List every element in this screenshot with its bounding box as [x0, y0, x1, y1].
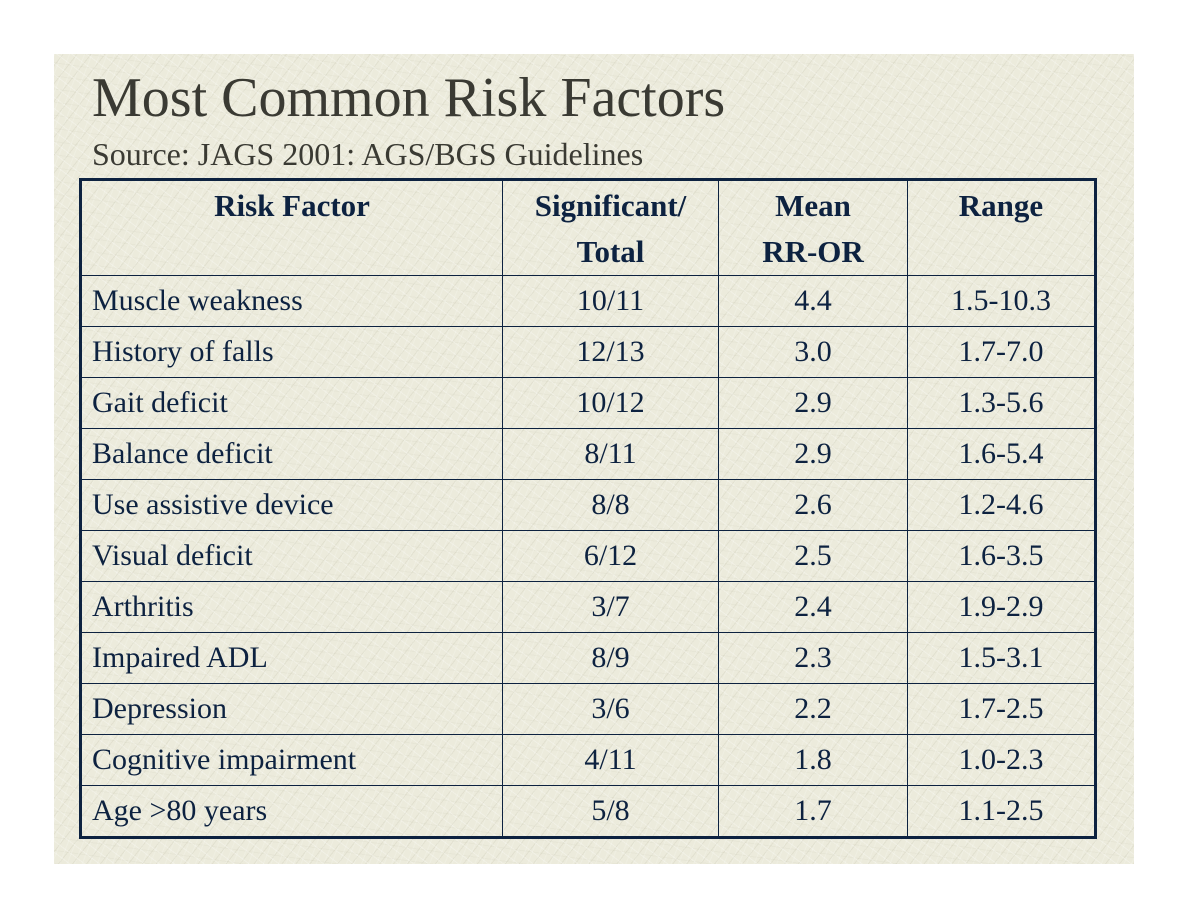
cell-risk-factor: Use assistive device	[80, 479, 503, 531]
cell-risk-factor: Cognitive impairment	[80, 734, 503, 786]
table-row: Visual deficit 6/12 2.5 1.6-3.5	[80, 530, 1096, 582]
table-row: Impaired ADL 8/9 2.3 1.5-3.1	[80, 632, 1096, 684]
cell-risk-factor: Muscle weakness	[80, 275, 503, 327]
cell-risk-factor: Impaired ADL	[80, 632, 503, 684]
cell-significant: 5/8	[502, 785, 719, 838]
cell-mean: 2.9	[718, 428, 908, 480]
cell-mean: 3.0	[718, 326, 908, 378]
cell-significant: 6/12	[502, 530, 719, 582]
header-mean-line1: Mean	[775, 188, 851, 223]
cell-risk-factor: History of falls	[80, 326, 503, 378]
cell-range: 1.5-10.3	[907, 275, 1096, 327]
table-row: Gait deficit 10/12 2.9 1.3-5.6	[80, 377, 1096, 429]
cell-significant: 3/7	[502, 581, 719, 633]
cell-significant: 8/8	[502, 479, 719, 531]
cell-range: 1.1-2.5	[907, 785, 1096, 838]
cell-range: 1.5-3.1	[907, 632, 1096, 684]
header-range-label: Range	[958, 188, 1044, 223]
cell-range: 1.7-7.0	[907, 326, 1096, 378]
cell-mean: 1.7	[718, 785, 908, 838]
cell-range: 1.3-5.6	[907, 377, 1096, 429]
cell-mean: 2.4	[718, 581, 908, 633]
header-risk-factor: Risk Factor	[80, 179, 503, 276]
slide-title: Most Common Risk Factors	[92, 67, 726, 129]
risk-factor-table: Risk Factor Significant/ Total Mean RR-O…	[79, 178, 1097, 839]
cell-risk-factor: Depression	[80, 683, 503, 735]
cell-risk-factor: Balance deficit	[80, 428, 503, 480]
slide: Most Common Risk Factors Source: JAGS 20…	[54, 54, 1134, 864]
header-mean-rr-or: Mean RR-OR	[718, 179, 908, 276]
cell-range: 1.6-3.5	[907, 530, 1096, 582]
table-row: Arthritis 3/7 2.4 1.9-2.9	[80, 581, 1096, 633]
cell-mean: 2.3	[718, 632, 908, 684]
cell-risk-factor: Age >80 years	[80, 785, 503, 838]
cell-mean: 1.8	[718, 734, 908, 786]
table-row: History of falls 12/13 3.0 1.7-7.0	[80, 326, 1096, 378]
table-row: Depression 3/6 2.2 1.7-2.5	[80, 683, 1096, 735]
cell-significant: 8/9	[502, 632, 719, 684]
cell-significant: 3/6	[502, 683, 719, 735]
cell-range: 1.7-2.5	[907, 683, 1096, 735]
cell-mean: 2.2	[718, 683, 908, 735]
header-significant-total: Significant/ Total	[502, 179, 719, 276]
cell-range: 1.9-2.9	[907, 581, 1096, 633]
cell-mean: 4.4	[718, 275, 908, 327]
table-row: Muscle weakness 10/11 4.4 1.5-10.3	[80, 275, 1096, 327]
cell-significant: 10/12	[502, 377, 719, 429]
cell-range: 1.6-5.4	[907, 428, 1096, 480]
cell-risk-factor: Gait deficit	[80, 377, 503, 429]
cell-mean: 2.5	[718, 530, 908, 582]
header-significant-line1: Significant/	[534, 188, 687, 223]
cell-mean: 2.6	[718, 479, 908, 531]
slide-subtitle: Source: JAGS 2001: AGS/BGS Guidelines	[92, 136, 644, 172]
cell-range: 1.2-4.6	[907, 479, 1096, 531]
risk-factor-table-container: Risk Factor Significant/ Total Mean RR-O…	[79, 178, 1097, 839]
header-range: Range	[907, 179, 1096, 276]
table-row: Cognitive impairment 4/11 1.8 1.0-2.3	[80, 734, 1096, 786]
cell-risk-factor: Arthritis	[80, 581, 503, 633]
table-header-row: Risk Factor Significant/ Total Mean RR-O…	[80, 179, 1096, 276]
header-mean-line2: RR-OR	[762, 234, 864, 269]
table-row: Balance deficit 8/11 2.9 1.6-5.4	[80, 428, 1096, 480]
table-row: Age >80 years 5/8 1.7 1.1-2.5	[80, 785, 1096, 838]
header-significant-line2: Total	[576, 234, 645, 269]
cell-significant: 4/11	[502, 734, 719, 786]
cell-risk-factor: Visual deficit	[80, 530, 503, 582]
cell-significant: 8/11	[502, 428, 719, 480]
header-risk-factor-label: Risk Factor	[214, 188, 370, 223]
table-row: Use assistive device 8/8 2.6 1.2-4.6	[80, 479, 1096, 531]
cell-significant: 10/11	[502, 275, 719, 327]
cell-significant: 12/13	[502, 326, 719, 378]
cell-range: 1.0-2.3	[907, 734, 1096, 786]
cell-mean: 2.9	[718, 377, 908, 429]
